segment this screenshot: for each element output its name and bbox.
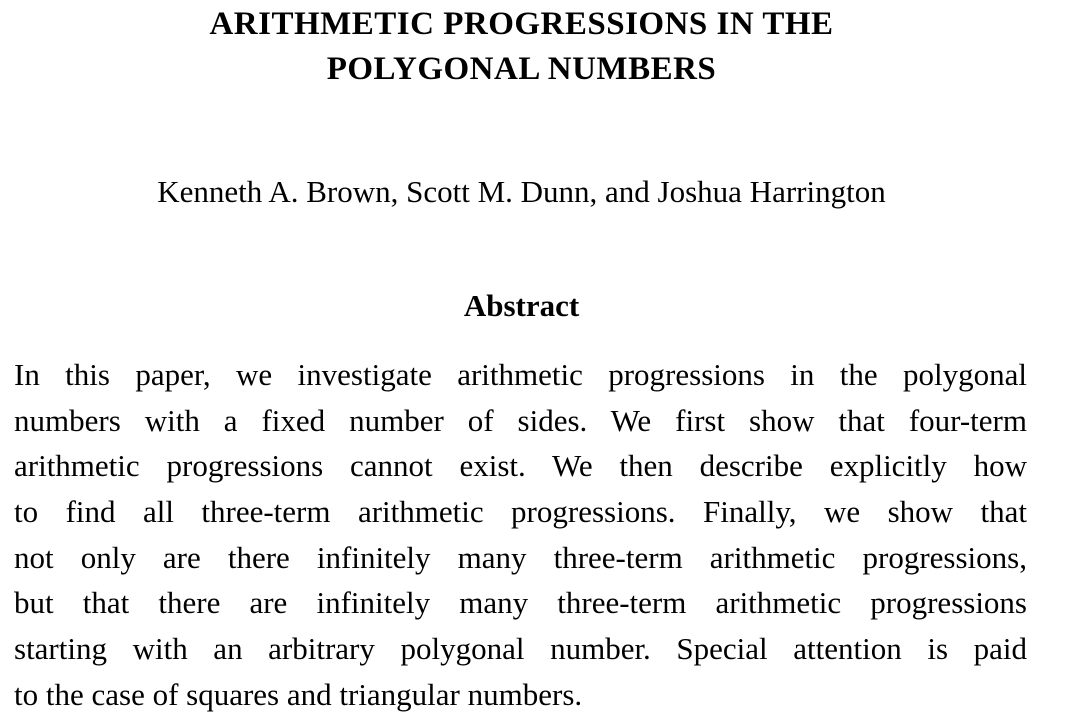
abstract-heading: Abstract xyxy=(463,288,580,323)
abstract-line: not only are there infinitely many three… xyxy=(14,539,1027,575)
abstract-line: to the case of squares and triangular nu… xyxy=(14,676,583,712)
paper-title-line-1: ARITHMETIC PROGRESSIONS IN THE xyxy=(209,6,834,42)
abstract-line: numbers with a fixed number of sides. We… xyxy=(14,402,1027,438)
authors: Kenneth A. Brown, Scott M. Dunn, and Jos… xyxy=(157,174,886,209)
abstract-line: to find all three-term arithmetic progre… xyxy=(14,494,1027,530)
abstract-line: but that there are infinitely many three… xyxy=(14,585,1027,621)
paper-title-line-2: POLYGONAL NUMBERS xyxy=(326,51,717,87)
abstract-line: In this paper, we investigate arithmetic… xyxy=(14,357,1027,392)
abstract-line: arithmetic progressions cannot exist. We… xyxy=(14,448,1027,484)
abstract-body: In this paper, we investigate arithmetic… xyxy=(14,354,1027,720)
abstract-line: starting with an arbitrary polygonal num… xyxy=(14,631,1027,667)
